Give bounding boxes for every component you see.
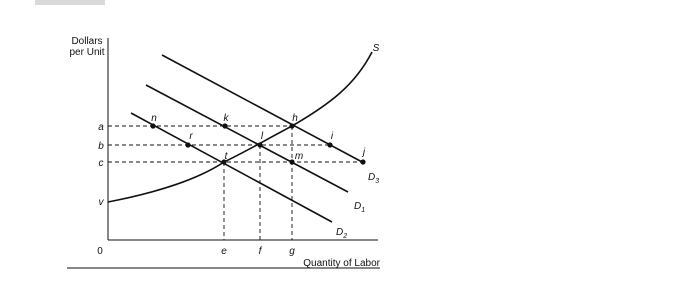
level-label: c <box>99 158 104 169</box>
point <box>185 142 191 148</box>
point-label: k <box>224 113 230 124</box>
supply-curve <box>107 51 373 203</box>
point-label: r <box>189 131 193 142</box>
point <box>289 159 295 165</box>
point <box>360 159 366 165</box>
x-axis-label: Quantity of Labor <box>303 258 380 269</box>
level-label: e <box>221 246 227 257</box>
curve-label-sub: 3 <box>375 178 379 185</box>
point-label: l <box>261 131 264 142</box>
point <box>150 123 156 129</box>
point <box>289 123 295 129</box>
level-label: f <box>259 246 263 257</box>
curve-label: D2 <box>336 227 347 240</box>
y-axis-label: per Unit <box>69 47 104 58</box>
point-label: t <box>225 151 229 162</box>
demand-curve <box>145 84 349 193</box>
point <box>221 159 227 165</box>
level-label: v <box>99 197 105 208</box>
curve-label: S <box>373 43 380 54</box>
point-label: j <box>361 147 366 158</box>
point-label: i <box>331 131 334 142</box>
curve-label: D3 <box>368 172 379 185</box>
origin-label: 0 <box>97 246 103 257</box>
curve-label-main: D <box>336 227 343 238</box>
points <box>150 123 366 165</box>
point-label: n <box>151 113 157 124</box>
curve-label-sub: 2 <box>342 233 347 240</box>
point-label: h <box>292 113 298 124</box>
curve-label: D1 <box>354 201 365 214</box>
level-label: g <box>289 246 295 257</box>
level-label: b <box>98 141 104 152</box>
curve-label-sub: 1 <box>361 207 365 214</box>
point <box>257 142 263 148</box>
point-label: m <box>295 151 303 162</box>
curve-label-main: D <box>354 201 361 212</box>
point <box>222 123 228 129</box>
top-bar <box>35 0 105 5</box>
point <box>327 142 333 148</box>
y-axis-label: Dollars <box>71 36 102 47</box>
level-label: a <box>98 122 104 133</box>
curve-label-main: D <box>368 172 375 183</box>
demand-curve <box>130 112 333 223</box>
